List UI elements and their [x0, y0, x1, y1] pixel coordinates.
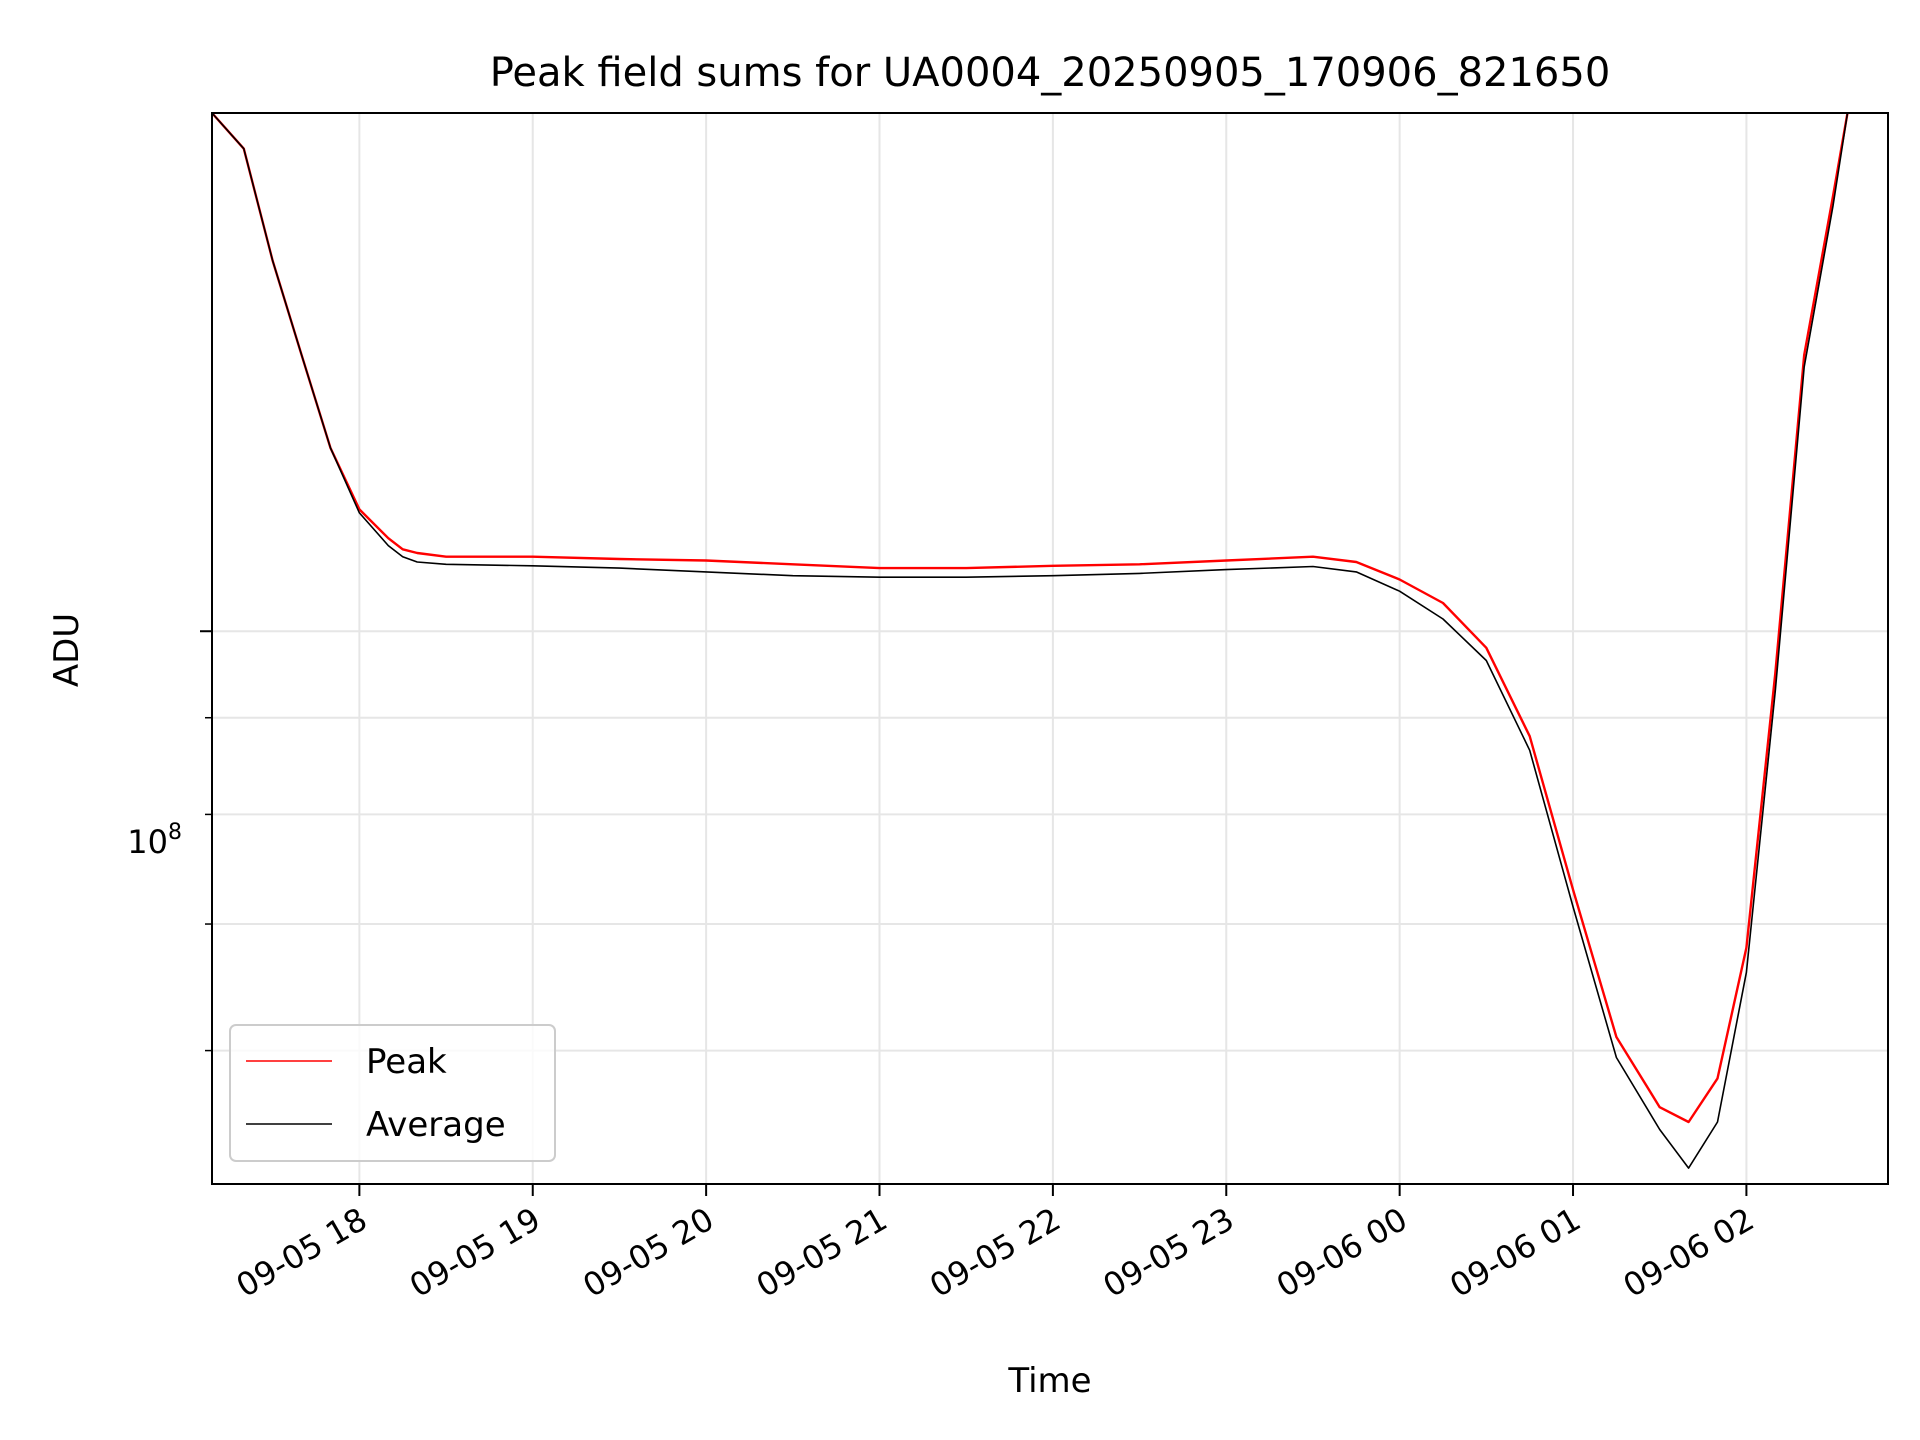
series-line-peak [211, 112, 1849, 1124]
y-axis: 108 [127, 630, 212, 1052]
chart-title: Peak field sums for UA0004_20250905_1709… [490, 50, 1611, 96]
x-axis-label: Time [1007, 1361, 1091, 1401]
y-major-tick-label: 108 [127, 820, 182, 861]
plot-frame [211, 112, 1889, 1185]
legend: Peak Average [229, 1024, 556, 1162]
legend-label-peak: Peak [366, 1042, 447, 1082]
legend-box [229, 1024, 556, 1162]
y-axis-label: ADU [47, 613, 87, 687]
y-tick-exponent: 8 [168, 820, 182, 845]
y-tick-base: 10 [127, 823, 168, 861]
series-line-average [211, 112, 1849, 1169]
plot-series [211, 112, 1849, 1169]
legend-label-average: Average [366, 1105, 506, 1145]
